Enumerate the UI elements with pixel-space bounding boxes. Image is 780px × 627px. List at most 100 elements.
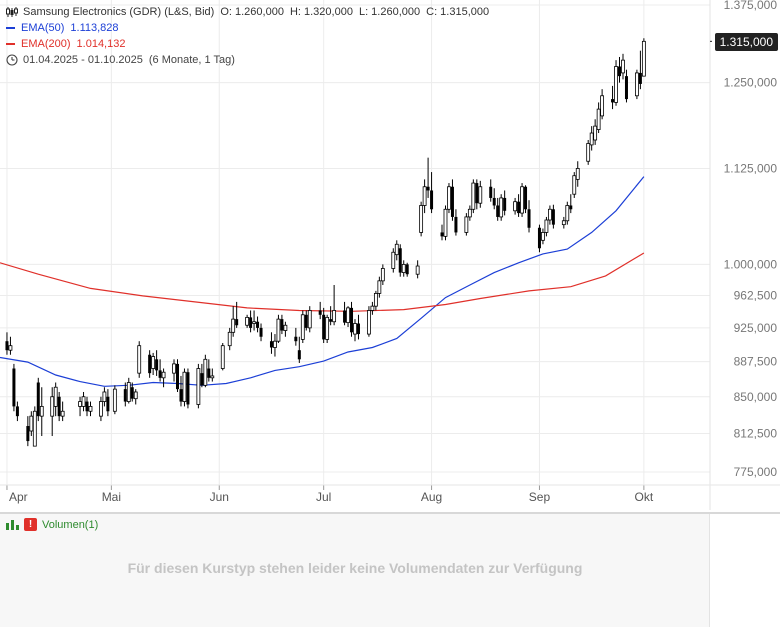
candle[interactable] [15, 401, 19, 422]
candle[interactable] [638, 50, 642, 90]
candle[interactable] [641, 38, 646, 77]
candle[interactable] [447, 183, 451, 214]
candle[interactable] [464, 213, 469, 236]
candle[interactable] [394, 240, 399, 261]
candle[interactable] [176, 359, 179, 392]
candle[interactable] [85, 396, 89, 417]
candle[interactable] [454, 209, 458, 236]
candle[interactable] [600, 89, 605, 120]
candle[interactable] [179, 375, 183, 407]
candle[interactable] [415, 260, 420, 279]
candle[interactable] [618, 56, 622, 83]
candle[interactable] [161, 368, 166, 388]
price-chart[interactable]: 1.375,000 1.250,000 1.125,000 1.000,000 962,… [0, 0, 780, 510]
candle[interactable] [318, 301, 322, 320]
candle[interactable] [586, 139, 591, 165]
candle[interactable] [561, 216, 566, 229]
candle[interactable] [517, 194, 521, 217]
candle[interactable] [57, 391, 61, 422]
candle[interactable] [611, 85, 615, 110]
candle[interactable] [273, 334, 277, 357]
candle[interactable] [527, 200, 531, 233]
candle[interactable] [220, 342, 225, 371]
candle[interactable] [569, 194, 573, 214]
candle[interactable] [572, 172, 577, 198]
candle[interactable] [575, 161, 580, 187]
candle[interactable] [496, 197, 500, 221]
candle[interactable] [269, 332, 273, 354]
candle[interactable] [158, 359, 162, 382]
candle[interactable] [426, 157, 430, 198]
candle[interactable] [377, 276, 382, 298]
candle[interactable] [294, 327, 298, 346]
candle[interactable] [332, 285, 337, 326]
candle[interactable] [60, 401, 65, 422]
candle[interactable] [475, 179, 479, 210]
candle[interactable] [635, 69, 639, 100]
candle[interactable] [280, 314, 284, 335]
candle[interactable] [235, 301, 239, 328]
candle[interactable] [200, 363, 204, 388]
candle[interactable] [343, 301, 347, 326]
candle[interactable] [443, 205, 448, 241]
candle[interactable] [148, 350, 152, 378]
candle[interactable] [350, 301, 354, 337]
volume-title[interactable]: ! Volumen(1) [6, 518, 98, 531]
candle[interactable] [8, 336, 13, 355]
candle[interactable] [259, 323, 263, 342]
candle[interactable] [245, 314, 250, 328]
candle[interactable] [300, 310, 305, 343]
candle[interactable] [513, 197, 517, 215]
candle[interactable] [430, 172, 434, 214]
candle[interactable] [422, 179, 427, 214]
candle[interactable] [401, 260, 406, 277]
candle[interactable] [440, 224, 444, 241]
candle[interactable] [12, 363, 16, 412]
candle[interactable] [102, 387, 107, 407]
candle[interactable] [307, 306, 312, 333]
candle[interactable] [471, 179, 476, 214]
candle[interactable] [325, 314, 330, 343]
candle[interactable] [210, 368, 215, 382]
candle[interactable] [203, 354, 208, 388]
candle[interactable] [329, 306, 333, 326]
candle[interactable] [419, 201, 424, 237]
candle[interactable] [130, 382, 134, 402]
candle[interactable] [373, 290, 378, 311]
candle[interactable] [182, 368, 187, 407]
candle[interactable] [29, 411, 34, 437]
candle[interactable] [492, 188, 496, 210]
candle[interactable] [151, 352, 156, 376]
candle[interactable] [380, 264, 385, 286]
candle[interactable] [370, 301, 375, 315]
candle[interactable] [537, 224, 541, 253]
candle[interactable] [186, 368, 190, 409]
candle[interactable] [133, 389, 138, 405]
candle[interactable] [499, 194, 504, 221]
candle[interactable] [544, 216, 549, 237]
candle[interactable] [207, 359, 211, 382]
candle[interactable] [624, 69, 628, 103]
candle[interactable] [81, 391, 86, 412]
candle[interactable] [172, 359, 176, 382]
candle[interactable] [32, 406, 37, 447]
candle[interactable] [39, 387, 44, 437]
candle[interactable] [541, 228, 545, 245]
candle[interactable] [467, 205, 472, 221]
candle[interactable] [356, 314, 360, 340]
candle[interactable] [123, 382, 127, 407]
candle[interactable] [596, 102, 601, 134]
candle[interactable] [112, 385, 117, 415]
candle[interactable] [520, 183, 524, 217]
candle[interactable] [297, 336, 301, 363]
candle[interactable] [26, 416, 30, 447]
candle[interactable] [155, 350, 159, 376]
candle[interactable] [322, 307, 326, 343]
candle[interactable] [231, 306, 236, 337]
candle[interactable] [36, 377, 40, 422]
candle[interactable] [405, 262, 409, 277]
candle[interactable] [503, 190, 507, 216]
candle[interactable] [346, 306, 350, 328]
candle[interactable] [489, 179, 493, 202]
candle[interactable] [126, 377, 131, 404]
